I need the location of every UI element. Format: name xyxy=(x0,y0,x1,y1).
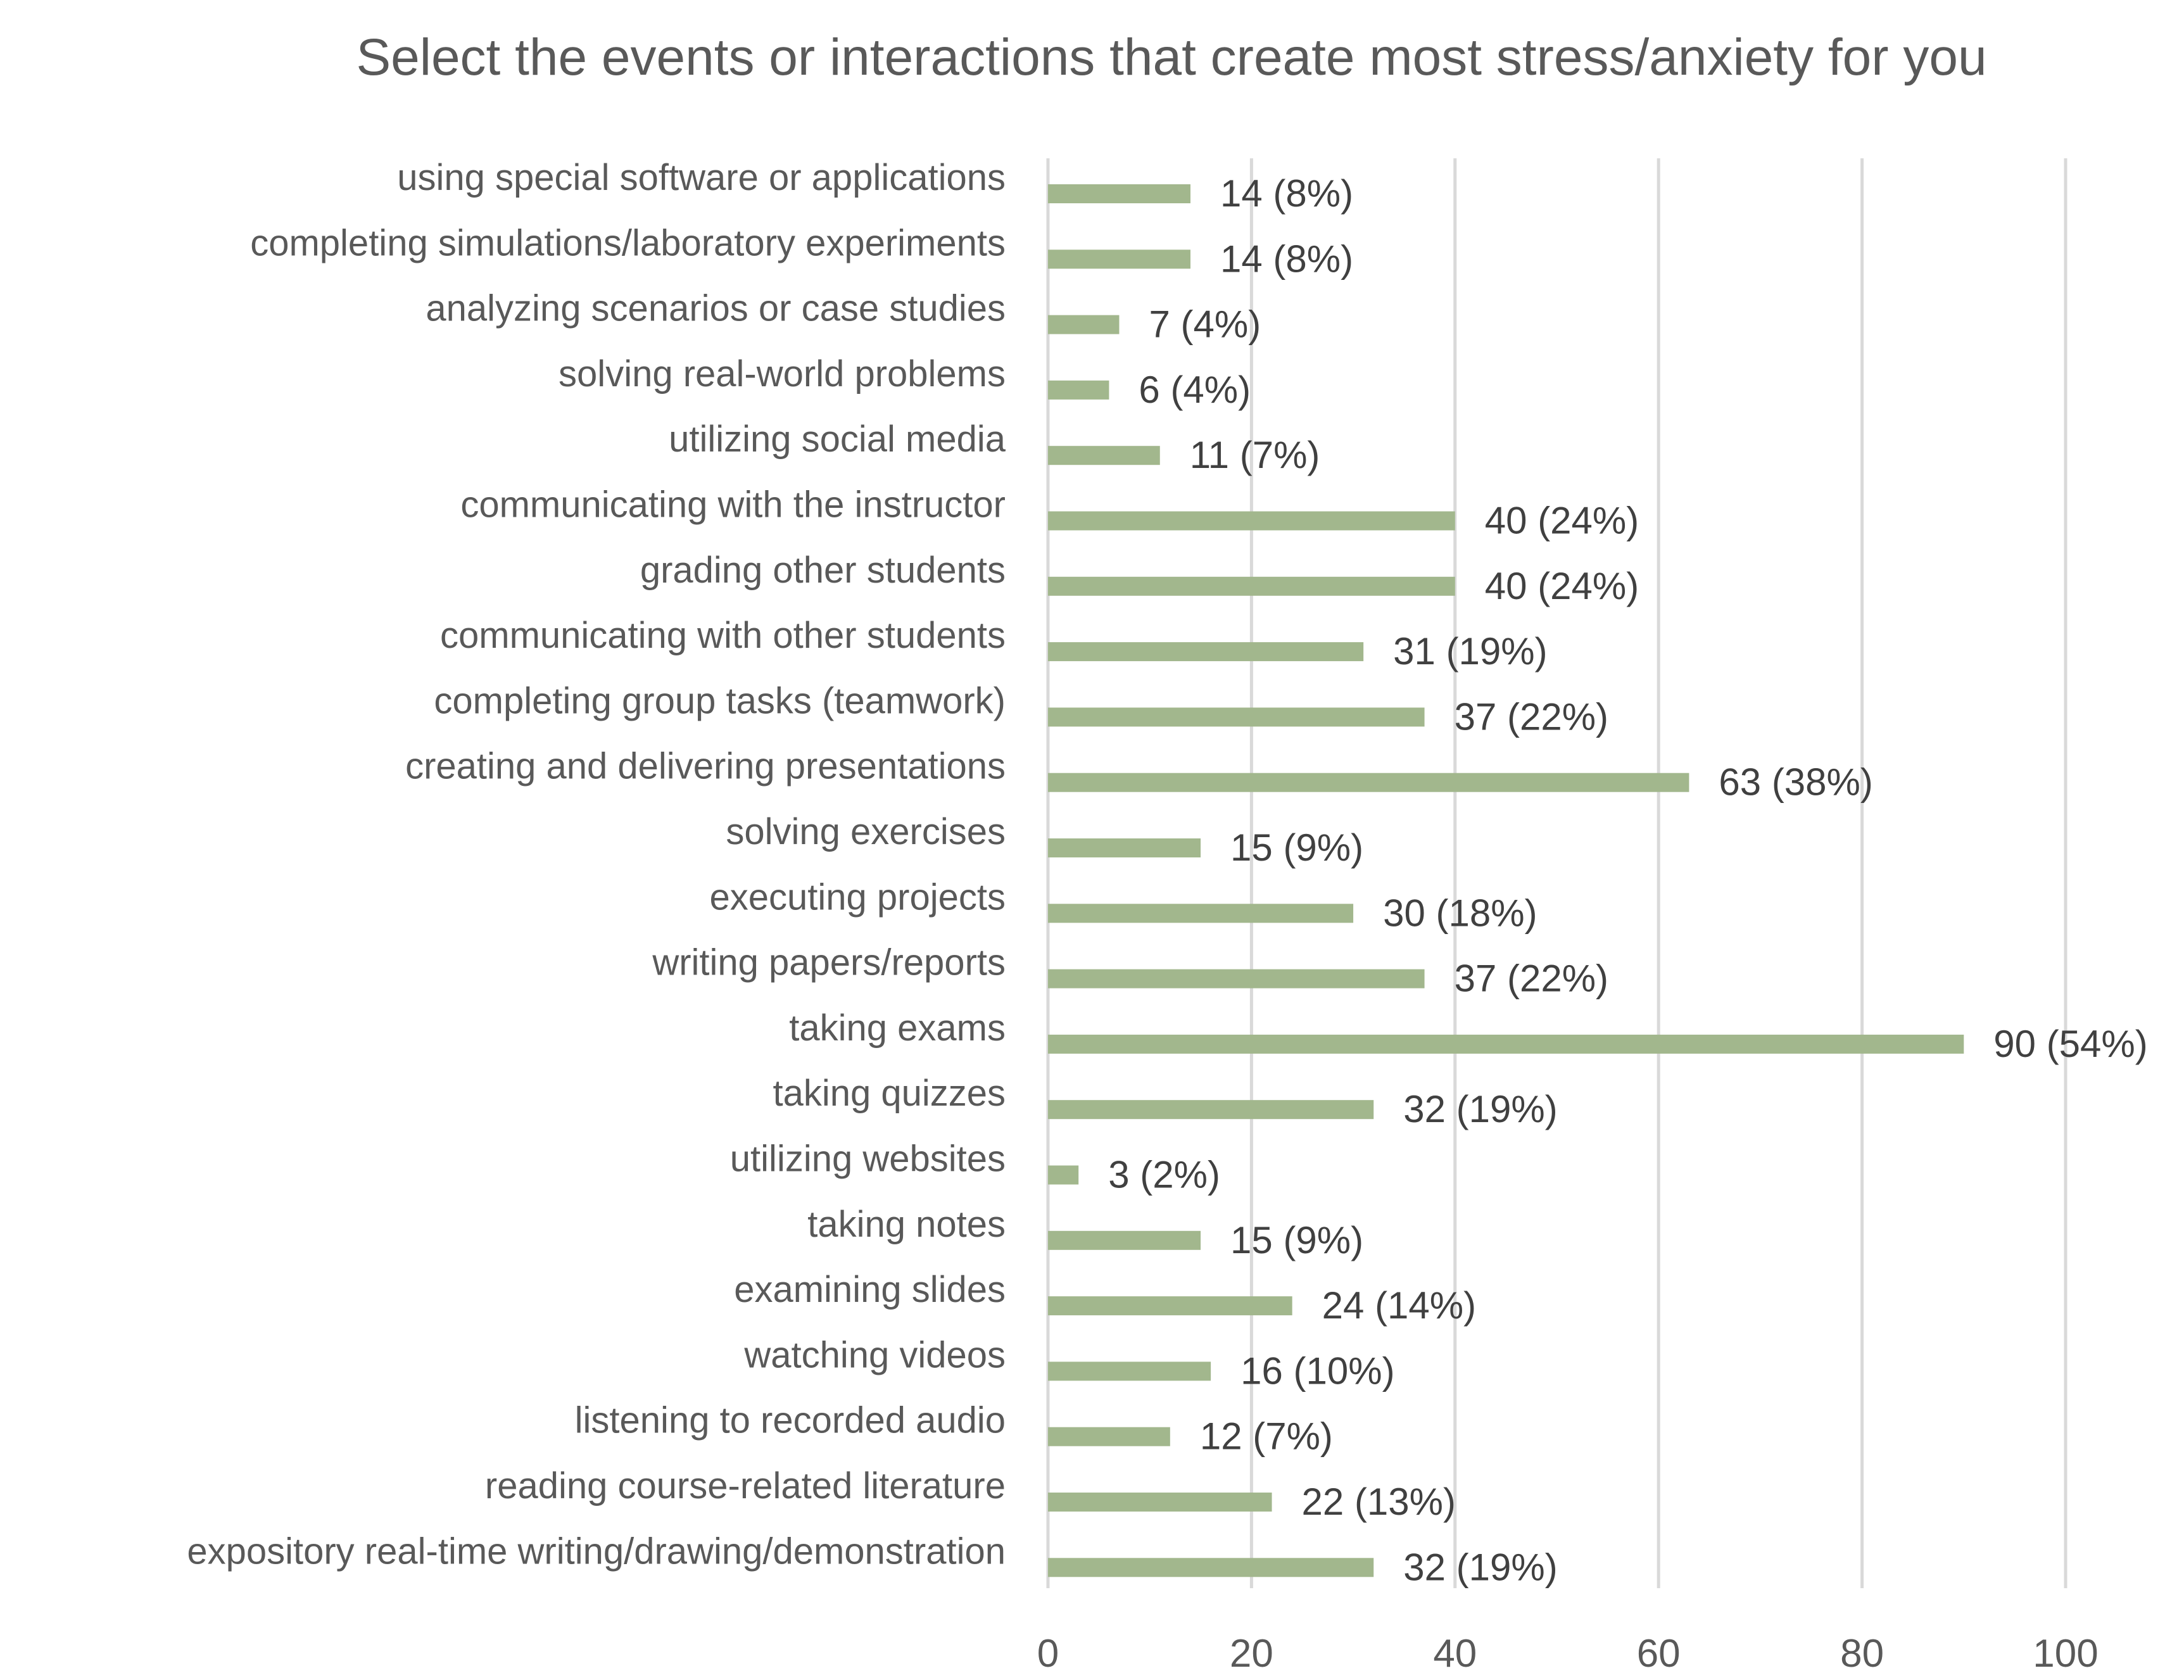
bars xyxy=(1048,184,1964,1577)
bar xyxy=(1048,1427,1170,1446)
bar xyxy=(1048,380,1109,400)
bar xyxy=(1048,838,1201,857)
data-label: 37 (22%) xyxy=(1455,695,1608,738)
category-label: using special software or applications xyxy=(397,157,1006,198)
data-label: 32 (19%) xyxy=(1403,1546,1557,1588)
data-label: 40 (24%) xyxy=(1485,500,1639,542)
x-tick-label: 60 xyxy=(1637,1632,1681,1676)
category-label: communicating with other students xyxy=(440,615,1006,656)
bar xyxy=(1048,576,1455,596)
category-label: analyzing scenarios or case studies xyxy=(426,288,1006,329)
category-label: utilizing social media xyxy=(669,419,1006,460)
category-label: taking exams xyxy=(789,1007,1006,1049)
data-label: 15 (9%) xyxy=(1230,826,1363,869)
category-label: taking notes xyxy=(807,1204,1006,1245)
data-label: 7 (4%) xyxy=(1149,303,1261,346)
data-label: 15 (9%) xyxy=(1230,1219,1363,1261)
x-tick-label: 0 xyxy=(1037,1632,1059,1676)
category-labels: using special software or applications co… xyxy=(187,157,1006,1572)
bar xyxy=(1048,1230,1201,1250)
bar xyxy=(1048,1361,1211,1381)
data-label: 40 (24%) xyxy=(1485,565,1639,607)
category-label: completing group tasks (teamwork) xyxy=(434,680,1006,721)
category-label: executing projects xyxy=(710,876,1006,918)
data-label: 14 (8%) xyxy=(1220,237,1353,280)
gridlines xyxy=(1046,158,2067,1588)
category-label: examining slides xyxy=(734,1269,1006,1310)
category-label: solving exercises xyxy=(726,811,1006,852)
data-label: 31 (19%) xyxy=(1393,630,1547,673)
bar xyxy=(1048,969,1425,988)
chart-title: Select the events or interactions that c… xyxy=(356,28,1986,86)
data-label: 24 (14%) xyxy=(1322,1284,1476,1327)
data-label: 63 (38%) xyxy=(1719,761,1872,804)
bar xyxy=(1048,249,1190,269)
category-label: creating and delivering presentations xyxy=(405,746,1006,787)
bar xyxy=(1048,1296,1292,1316)
x-tick-label: 20 xyxy=(1230,1632,1273,1676)
bar xyxy=(1048,773,1689,792)
data-labels: 14 (8%) 14 (8%) 7 (4%) 6 (4%) 11 (7%) 40 (24%… xyxy=(1108,172,2148,1588)
category-label: writing papers/reports xyxy=(652,942,1006,983)
data-label: 37 (22%) xyxy=(1455,957,1608,1000)
category-label: utilizing websites xyxy=(730,1139,1006,1180)
data-label: 32 (19%) xyxy=(1403,1088,1557,1130)
bar xyxy=(1048,1165,1079,1185)
bar xyxy=(1048,184,1190,203)
bar xyxy=(1048,904,1354,923)
category-label: completing simulations/laboratory experi… xyxy=(250,222,1006,263)
x-tick-label: 40 xyxy=(1433,1632,1477,1676)
x-axis-ticks: 0 20 40 60 80 100 xyxy=(1037,1632,2099,1676)
category-label: listening to recorded audio xyxy=(575,1400,1006,1441)
data-label: 16 (10%) xyxy=(1240,1349,1394,1392)
bar xyxy=(1048,1493,1272,1512)
bar xyxy=(1048,511,1455,531)
category-label: grading other students xyxy=(640,550,1006,591)
category-label: taking quizzes xyxy=(773,1073,1006,1114)
data-label: 30 (18%) xyxy=(1383,892,1537,934)
category-label: expository real-time writing/drawing/dem… xyxy=(187,1531,1006,1572)
bar xyxy=(1048,1100,1374,1120)
bar xyxy=(1048,642,1364,662)
data-label: 11 (7%) xyxy=(1190,434,1320,476)
data-label: 3 (2%) xyxy=(1108,1154,1220,1196)
category-label: communicating with the instructor xyxy=(460,484,1006,526)
bar xyxy=(1048,315,1120,334)
category-label: watching videos xyxy=(743,1334,1006,1375)
category-label: reading course-related literature xyxy=(485,1465,1006,1506)
category-label: solving real-world problems xyxy=(559,353,1006,395)
bar xyxy=(1048,707,1425,727)
data-label: 22 (13%) xyxy=(1302,1481,1456,1523)
x-tick-label: 80 xyxy=(1840,1632,1884,1676)
data-label: 90 (54%) xyxy=(1993,1023,2147,1065)
data-label: 12 (7%) xyxy=(1200,1415,1333,1458)
bar xyxy=(1048,446,1160,465)
x-tick-label: 100 xyxy=(2033,1632,2098,1676)
data-label: 6 (4%) xyxy=(1139,369,1251,411)
data-label: 14 (8%) xyxy=(1220,172,1353,215)
bar xyxy=(1048,1034,1964,1054)
bar xyxy=(1048,1558,1374,1577)
